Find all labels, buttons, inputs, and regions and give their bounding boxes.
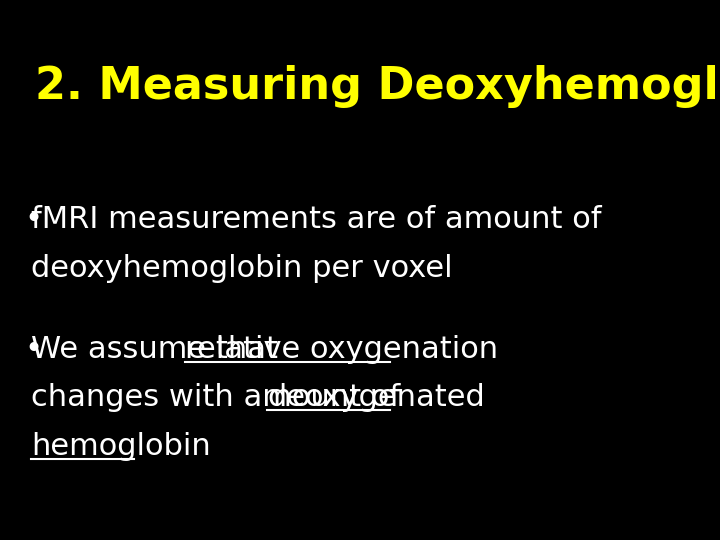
Text: changes with amount of: changes with amount of <box>31 383 410 413</box>
Text: •: • <box>24 335 42 364</box>
Text: We assume that: We assume that <box>31 335 287 364</box>
Text: •: • <box>24 205 42 234</box>
Text: deoxyhemoglobin per voxel: deoxyhemoglobin per voxel <box>31 254 452 283</box>
Text: relative oxygenation: relative oxygenation <box>185 335 498 364</box>
Text: 2. Measuring Deoxyhemoglobin: 2. Measuring Deoxyhemoglobin <box>35 65 720 108</box>
Text: deoxygenated: deoxygenated <box>267 383 485 413</box>
Text: hemoglobin: hemoglobin <box>31 432 210 461</box>
Text: fMRI measurements are of amount of: fMRI measurements are of amount of <box>31 205 601 234</box>
